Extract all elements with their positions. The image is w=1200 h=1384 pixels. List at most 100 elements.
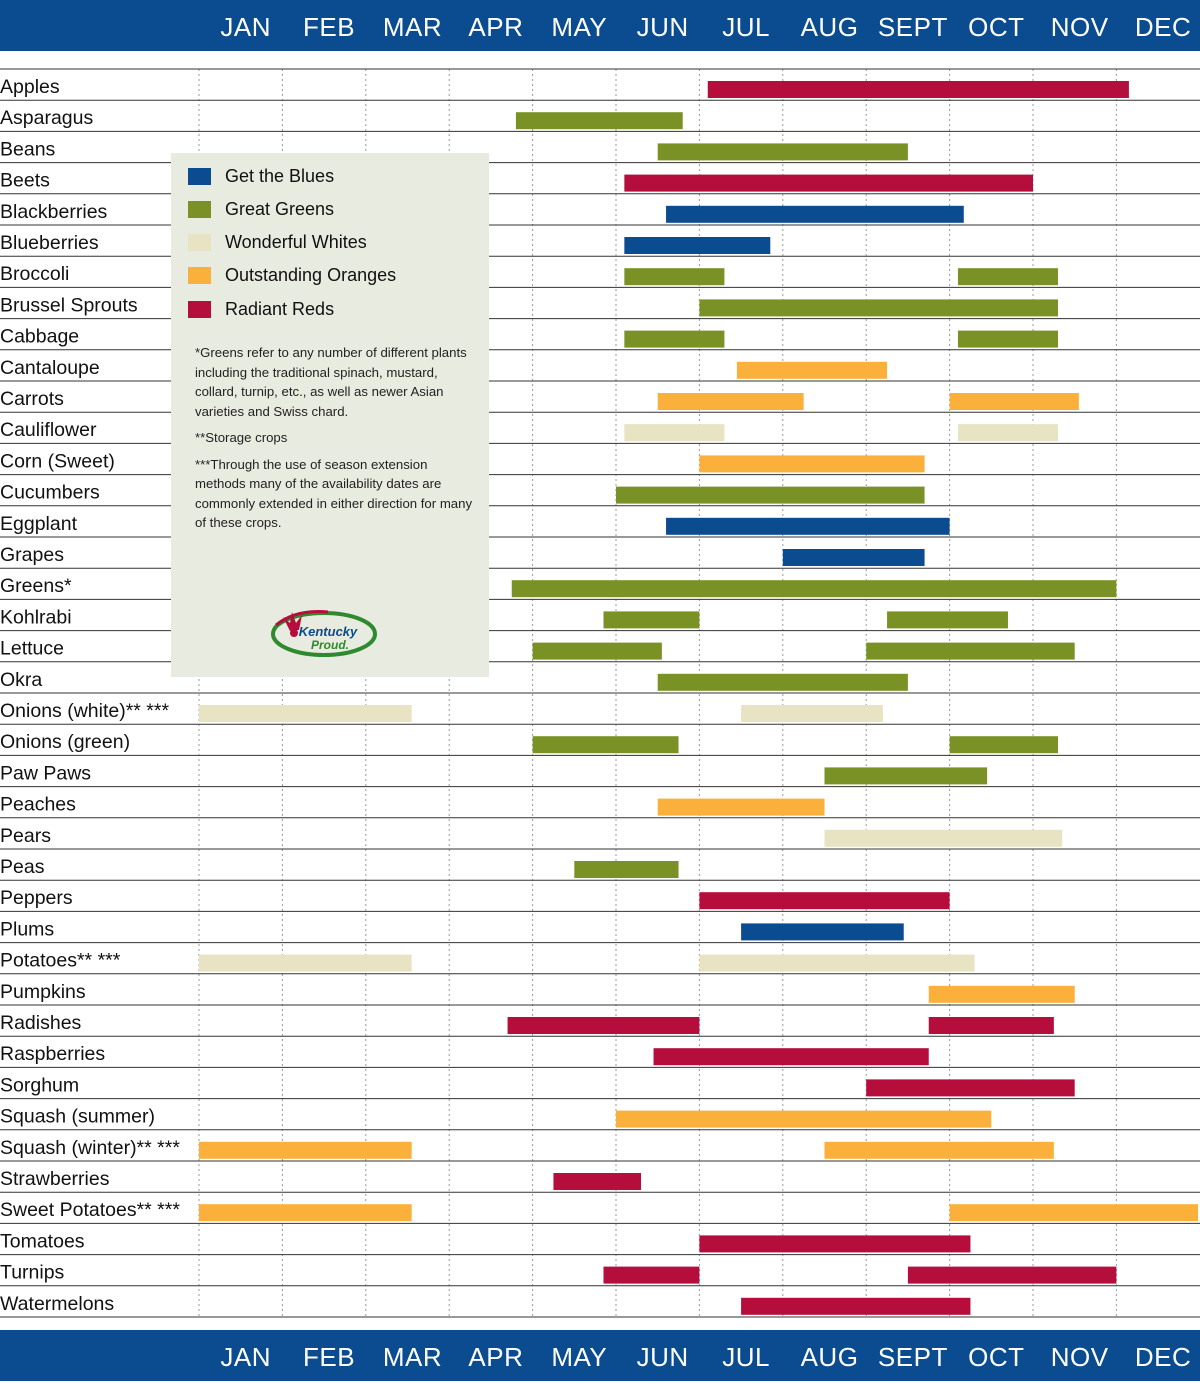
bar-raspberries (653, 1048, 929, 1066)
month-label-jul: JUL (722, 12, 770, 42)
legend-swatch (188, 234, 211, 252)
bar-apples (707, 81, 1129, 98)
bar-onions-white (741, 705, 883, 722)
bar-blackberries (666, 205, 964, 223)
legend-label: Outstanding Oranges (225, 265, 397, 286)
month-label-may: MAY (551, 12, 608, 42)
svg-text:Kentucky: Kentucky (299, 624, 358, 639)
row-label: Carrots (0, 388, 64, 410)
row-label: Lettuce (0, 638, 64, 660)
legend-swatch (188, 267, 211, 285)
bar-sweet-potatoes (949, 1204, 1198, 1222)
row-label: Squash (winter)** *** (0, 1137, 180, 1159)
row-label: Raspberries (0, 1043, 105, 1065)
bar-corn-sweet (699, 455, 925, 473)
bar-strawberries (553, 1173, 642, 1190)
row-label: Peaches (0, 794, 76, 816)
row-label: Turnips (0, 1262, 65, 1284)
bar-cabbage (624, 330, 725, 348)
row-label: Tomatoes (0, 1230, 85, 1252)
legend-swatch (188, 200, 211, 218)
bar-onions-green (949, 736, 1059, 754)
row-label: Plums (0, 918, 54, 940)
row-label: Watermelons (0, 1293, 114, 1315)
month-header-top: JAN FEB MAR APR MAY JUN JUL AUG SEPT OCT NOV DEC (0, 0, 1200, 51)
row-label: Asparagus (0, 107, 93, 129)
row-label: Paw Paws (0, 762, 91, 784)
row-labels: Apples Asparagus Beans Beets Blackberries Blu… (0, 76, 180, 1315)
svg-text:Proud.: Proud. (311, 638, 349, 652)
month-label-feb: FEB (303, 1342, 356, 1372)
bar-peas (574, 861, 679, 878)
bar-onions-green (532, 736, 679, 754)
row-label: Peas (0, 856, 45, 878)
row-label: Beets (0, 170, 50, 192)
month-label-dec: DEC (1134, 12, 1192, 42)
row-label: Squash (summer) (0, 1106, 155, 1128)
bar-peppers (699, 892, 950, 910)
bar-tomatoes (699, 1235, 971, 1253)
row-label: Broccoli (0, 263, 69, 285)
row-label: Cabbage (0, 326, 79, 348)
row-label: Greens* (0, 575, 72, 597)
bar-broccoli (957, 268, 1059, 286)
row-label: Pears (0, 825, 51, 847)
month-label-oct: OCT (968, 1342, 1025, 1372)
row-label: Grapes (0, 544, 64, 566)
bar-okra (657, 673, 908, 691)
bar-sweet-potatoes (199, 1204, 412, 1222)
row-label: Apples (0, 76, 60, 98)
row-label: Corn (Sweet) (0, 450, 115, 472)
month-label-mar: MAR (382, 12, 443, 42)
row-label: Beans (0, 138, 56, 160)
month-label-apr: APR (468, 12, 524, 42)
month-label-jun: JUN (636, 1342, 689, 1372)
row-label: Cauliflower (0, 419, 97, 441)
note-storage: **Storage crops (195, 430, 288, 445)
bar-blueberries (624, 237, 771, 254)
bar-beets (624, 174, 1033, 192)
legend-item: Outstanding Oranges (188, 265, 396, 287)
bar-cucumbers (616, 486, 925, 504)
month-label-mar: MAR (382, 1342, 443, 1372)
bar-turnips (907, 1266, 1117, 1284)
bars (199, 81, 1198, 1315)
bar-watermelons (741, 1297, 971, 1315)
bar-eggplant (666, 517, 950, 535)
row-label: Onions (green) (0, 731, 130, 753)
row-label: Pumpkins (0, 981, 86, 1003)
bar-turnips (603, 1266, 700, 1284)
month-label-dec: DEC (1134, 1342, 1192, 1372)
bar-carrots (949, 393, 1079, 410)
bar-lettuce (532, 642, 662, 660)
month-label-may: MAY (551, 1342, 608, 1372)
legend-item: Get the Blues (188, 165, 334, 187)
row-label: Peppers (0, 887, 73, 909)
bar-grapes (782, 549, 925, 566)
bar-radishes (507, 1017, 700, 1034)
row-label: Potatoes** *** (0, 950, 121, 972)
bar-cabbage (957, 330, 1059, 348)
bar-kohlrabi (887, 611, 1008, 629)
bar-pears (824, 829, 1063, 847)
month-label-oct: OCT (968, 12, 1025, 42)
bar-squash-winter (199, 1141, 412, 1159)
row-label: Cantaloupe (0, 357, 100, 379)
month-label-jun: JUN (636, 12, 689, 42)
month-label-aug: AUG (800, 1342, 859, 1372)
bar-pumpkins (928, 985, 1075, 1003)
legend-item: Radiant Reds (188, 298, 334, 320)
bar-broccoli (624, 268, 725, 286)
legend-item: Wonderful Whites (188, 232, 367, 254)
row-label: Strawberries (0, 1168, 110, 1190)
note-greens: *Greens refer to any number of different… (195, 345, 467, 419)
month-header-bottom: JAN FEB MAR APR MAY JUN JUL AUG SEPT OCT NOV DEC (0, 1330, 1200, 1381)
month-label-aug: AUG (800, 12, 859, 42)
month-label-sept: SEPT (877, 12, 948, 42)
row-label: Radishes (0, 1012, 82, 1034)
bar-greens (511, 580, 1117, 598)
bar-cauliflower (957, 424, 1059, 442)
legend-label: Great Greens (225, 198, 335, 219)
bar-onions-white (199, 705, 412, 722)
